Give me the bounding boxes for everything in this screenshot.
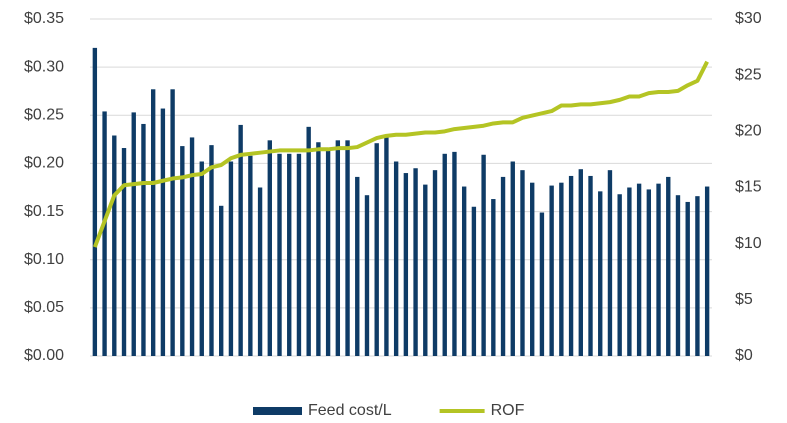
bar [559, 182, 564, 356]
bar [568, 175, 574, 356]
y2-tick-label: $30 [735, 10, 762, 27]
bar [150, 89, 156, 356]
bar [500, 176, 506, 356]
bar [141, 123, 146, 356]
bar [335, 140, 341, 356]
bar [180, 146, 185, 356]
bar [578, 169, 583, 356]
bar [646, 189, 652, 356]
bar [520, 170, 525, 356]
bar [636, 183, 642, 356]
bar [656, 183, 661, 356]
y2-tick-label: $0 [735, 347, 753, 364]
bar [248, 155, 253, 356]
bar [355, 176, 360, 356]
bar [287, 153, 292, 356]
y-tick-label: $0.25 [24, 107, 64, 124]
bar [160, 108, 166, 356]
bar [471, 206, 477, 356]
bar [666, 176, 671, 356]
legend-label: Feed cost/L [308, 402, 392, 419]
bar [219, 205, 224, 356]
bar [695, 196, 700, 356]
bar [685, 201, 690, 356]
bar [393, 161, 399, 356]
y2-tick-label: $20 [735, 123, 762, 140]
y2-tick-label: $25 [735, 66, 762, 83]
bar [598, 191, 603, 356]
bar [238, 124, 243, 357]
bar [296, 153, 302, 356]
bar [617, 194, 622, 356]
bar [189, 137, 195, 356]
bar [491, 199, 496, 356]
y2-tick-label: $10 [735, 235, 762, 252]
bar [549, 185, 554, 356]
bar [588, 175, 593, 356]
y2-tick-label: $5 [735, 291, 753, 308]
bar [452, 151, 457, 356]
bar [627, 187, 632, 356]
bar [306, 126, 311, 356]
y2-tick-label: $15 [735, 179, 762, 196]
bar [481, 154, 486, 356]
bar [277, 153, 282, 356]
bar [102, 111, 107, 356]
bar [112, 135, 117, 356]
bar [364, 195, 370, 356]
bar [530, 182, 535, 356]
legend-label: ROF [491, 402, 525, 419]
bar [121, 148, 127, 356]
bar [675, 195, 681, 356]
bar [209, 145, 214, 356]
y-tick-label: $0.30 [24, 58, 64, 75]
bar [374, 143, 379, 356]
bar [539, 212, 545, 356]
bar [228, 161, 234, 356]
y-tick-label: $0.35 [24, 10, 64, 27]
bar [510, 161, 515, 356]
bar [92, 47, 98, 357]
bar [345, 140, 350, 356]
bar [423, 184, 428, 356]
bar [267, 140, 272, 356]
bar [325, 148, 331, 356]
bar [403, 173, 409, 356]
y-tick-label: $0.15 [24, 203, 64, 220]
bar [257, 187, 263, 356]
bar [316, 142, 321, 356]
legend-swatch [253, 407, 302, 415]
bar [704, 186, 710, 356]
bar [607, 170, 613, 356]
bar [442, 153, 447, 356]
y-tick-label: $0.20 [24, 155, 64, 172]
y-tick-label: $0.05 [24, 299, 64, 316]
bar [461, 186, 467, 356]
bar [131, 112, 136, 356]
line [92, 60, 709, 248]
bar [432, 170, 438, 356]
bar [199, 161, 204, 356]
bar [413, 168, 418, 356]
y-tick-label: $0.00 [24, 347, 64, 364]
bar [384, 135, 389, 356]
bar [170, 89, 175, 356]
y-tick-label: $0.10 [24, 251, 64, 268]
